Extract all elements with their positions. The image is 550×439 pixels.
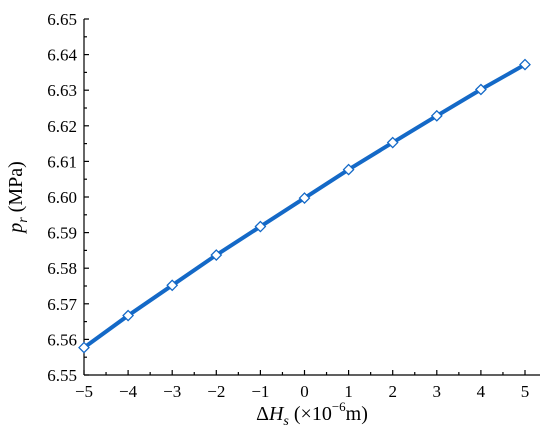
x-tick-label: −5 <box>75 382 93 401</box>
x-axis-title: ΔHs (×10−6m) <box>256 399 368 429</box>
y-tick-label: 6.65 <box>47 10 77 29</box>
y-tick-label: 6.60 <box>47 188 77 207</box>
data-point-marker <box>342 163 355 176</box>
series-line <box>82 62 527 350</box>
x-tick-label: −1 <box>251 382 269 401</box>
x-tick-label: 3 <box>433 382 442 401</box>
plot-axes <box>83 19 540 376</box>
y-tick-label: 6.61 <box>47 152 77 171</box>
x-tick-label: 5 <box>521 382 530 401</box>
data-point-marker <box>519 58 531 71</box>
y-tick-label: 6.56 <box>47 330 77 349</box>
y-tick-label: 6.62 <box>47 117 77 136</box>
data-point-marker <box>122 309 135 322</box>
y-tick-label: 6.64 <box>47 46 77 65</box>
y-axis-title: pr (MPa) <box>5 161 31 235</box>
y-tick-label: 6.55 <box>47 366 77 385</box>
data-point-marker <box>166 279 179 292</box>
x-tick-label: 0 <box>300 382 309 401</box>
data-point-marker <box>298 192 311 204</box>
data-point-marker <box>210 249 223 261</box>
x-tick-label: 2 <box>388 382 397 401</box>
y-tick-label: 6.63 <box>47 81 77 100</box>
data-point-marker <box>254 220 267 233</box>
data-point-marker <box>386 136 399 149</box>
data-point-marker <box>474 83 487 96</box>
x-tick-label: −4 <box>119 382 138 401</box>
y-tick-label: 6.58 <box>47 259 77 278</box>
y-tick-label: 6.59 <box>47 224 77 243</box>
series-layer <box>78 58 531 354</box>
x-tick-label: 1 <box>344 382 353 401</box>
y-tick-label: 6.57 <box>47 295 77 314</box>
x-axis-ticks: −5 −4 −3 −2 −1 0 1 2 3 4 5 <box>75 370 529 401</box>
data-point-marker <box>78 341 90 354</box>
x-tick-label: −2 <box>207 382 225 401</box>
data-point-marker <box>430 109 443 122</box>
x-tick-label: 4 <box>477 382 486 401</box>
y-axis-ticks: 6.55 6.56 6.57 6.58 6.59 6.60 6.61 6.62 6.63 6.64… <box>47 10 89 385</box>
x-tick-label: −3 <box>163 382 181 401</box>
